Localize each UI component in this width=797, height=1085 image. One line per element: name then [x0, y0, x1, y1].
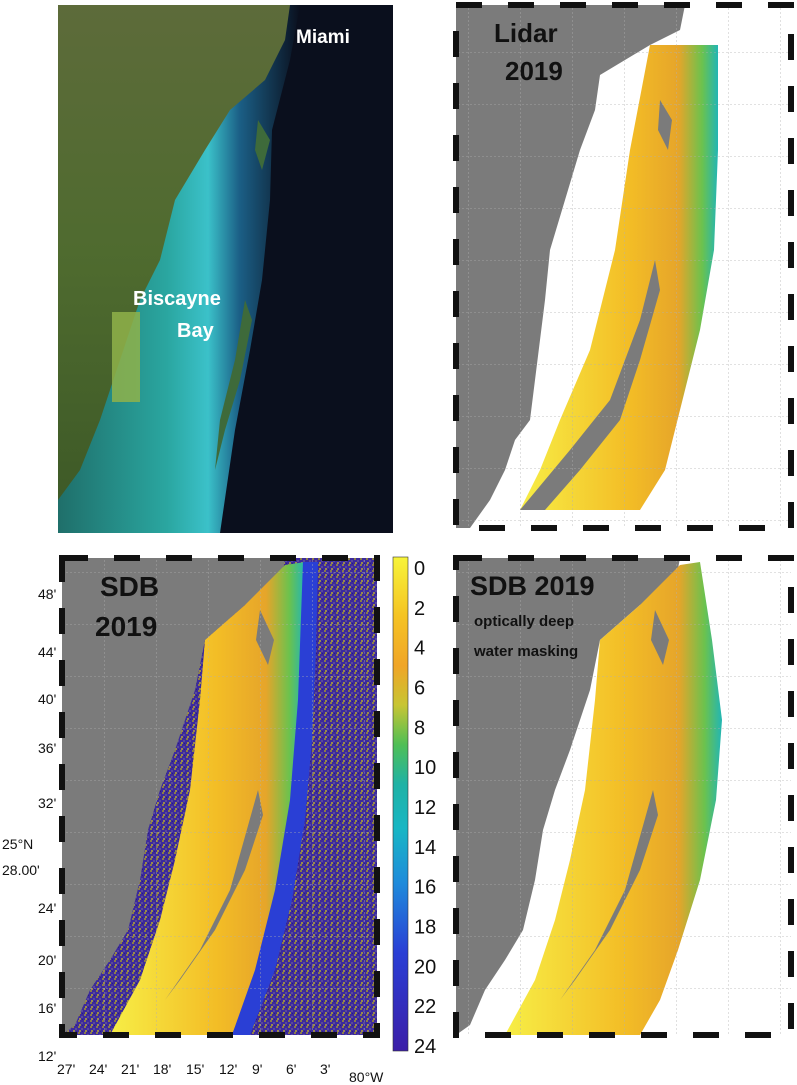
colorbar-tick-label: 20 [414, 956, 436, 978]
latitude-axis: 48' 44' 40' 36' 32' 25°N 28.00' 24' 20' … [2, 586, 56, 1064]
label-optically-deep: optically deep [474, 613, 574, 630]
label-lidar-year: 2019 [505, 56, 563, 86]
lidar-panel: Lidar 2019 [453, 2, 794, 531]
sdb-masked-frame [453, 555, 794, 1038]
colorbar-tick-label: 16 [414, 877, 436, 899]
label-lidar: Lidar [494, 18, 558, 48]
satellite-panel: Miami Biscayne Bay [58, 5, 393, 533]
colorbar-tick-label: 6 [414, 678, 425, 700]
colorbar-tick-label: 10 [414, 757, 436, 779]
satellite-land [58, 5, 290, 500]
colorbar-tick-label: 24 [414, 1036, 436, 1058]
lat-tick: 36' [38, 740, 56, 756]
satellite-field [112, 312, 140, 402]
lat-tick: 40' [38, 691, 56, 707]
label-biscayne: Biscayne [133, 288, 221, 310]
lon-label: 80°W [349, 1069, 384, 1085]
satellite-key [255, 120, 270, 170]
lon-tick: 9' [252, 1061, 262, 1077]
sdb-panel: SDB 2019 [59, 555, 380, 1038]
label-miami: Miami [296, 27, 350, 48]
lat-tick: 44' [38, 644, 56, 660]
lat-tick: 16' [38, 1000, 56, 1016]
lat-tick: 48' [38, 586, 56, 602]
lidar-grid [456, 5, 791, 528]
lat-tick: 24' [38, 900, 56, 916]
lon-tick: 3' [320, 1061, 330, 1077]
longitude-axis: 27' 24' 21' 18' 15' 12' 9' 6' 3' 80°W [57, 1061, 384, 1085]
colorbar-tick-label: 14 [414, 837, 436, 859]
lat-label: 25°N [2, 836, 33, 852]
sdb-masked-panel: SDB 2019 optically deep water masking [453, 555, 794, 1038]
label-sdb-year: 2019 [95, 611, 157, 642]
colorbar-tick-label: 12 [414, 797, 436, 819]
lon-tick: 27' [57, 1061, 75, 1077]
sdb-masked-grid [456, 558, 791, 1035]
sdb-frame [59, 555, 380, 1038]
sdb-grid [62, 558, 377, 1035]
colorbar-tick-label: 2 [414, 598, 425, 620]
lat-tick: 12' [38, 1048, 56, 1064]
lat-tick: 32' [38, 795, 56, 811]
colorbar-ramp [392, 556, 409, 1052]
label-bay: Bay [177, 320, 215, 342]
lon-tick: 24' [89, 1061, 107, 1077]
lidar-frame [453, 2, 794, 531]
colorbar-tick-label: 18 [414, 917, 436, 939]
lon-tick: 21' [121, 1061, 139, 1077]
label-sdb-masked: SDB 2019 [470, 571, 595, 601]
colorbar-tick-label: 22 [414, 996, 436, 1018]
label-water-masking: water masking [473, 643, 578, 660]
lon-tick: 12' [219, 1061, 237, 1077]
lon-tick: 15' [186, 1061, 204, 1077]
colorbar-tick-label: 4 [414, 638, 425, 660]
colorbar-tick-label: 8 [414, 717, 425, 739]
lat-tick: 28.00' [2, 862, 40, 878]
lon-tick: 18' [153, 1061, 171, 1077]
satellite-key-south [215, 300, 252, 470]
lon-tick: 6' [286, 1061, 296, 1077]
lat-tick: 20' [38, 952, 56, 968]
label-sdb: SDB [100, 571, 159, 602]
colorbar-tick-label: 0 [414, 558, 425, 580]
